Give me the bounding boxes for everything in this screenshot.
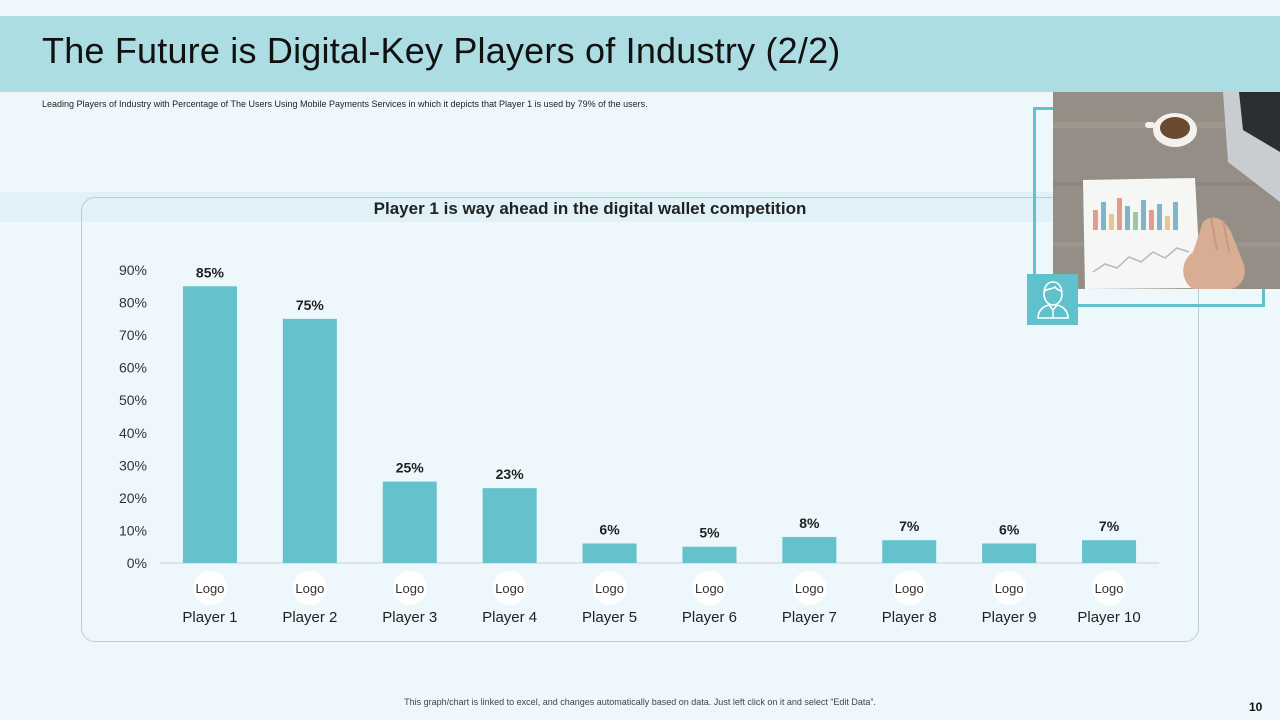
data-label: 75% — [296, 297, 325, 313]
x-tick-label: Player 5 — [582, 609, 637, 626]
y-tick-label: 50% — [119, 392, 147, 408]
bar — [382, 481, 437, 563]
logo-label: Logo — [595, 581, 624, 596]
logo-placeholder — [692, 571, 727, 605]
bar — [582, 543, 637, 563]
logo-placeholder — [392, 571, 427, 605]
logo-label: Logo — [1095, 581, 1124, 596]
logo-placeholder — [592, 571, 627, 605]
x-tick-label: Player 7 — [782, 609, 837, 626]
logo-placeholder — [992, 571, 1027, 605]
logo-label: Logo — [395, 581, 424, 596]
chart-footnote: This graph/chart is linked to excel, and… — [404, 697, 876, 707]
logo-placeholder — [292, 571, 327, 605]
y-tick-label: 30% — [119, 457, 147, 473]
logo-label: Logo — [895, 581, 924, 596]
bar — [482, 488, 537, 563]
y-tick-label: 60% — [119, 360, 147, 376]
title-band — [0, 16, 1280, 92]
slide-title: The Future is Digital-Key Players of Ind… — [42, 30, 841, 71]
desk-photo — [1053, 92, 1280, 289]
avatar-tile — [1027, 274, 1078, 325]
data-label: 85% — [196, 264, 225, 280]
logo-placeholder — [492, 571, 527, 605]
x-tick-label: Player 4 — [482, 609, 537, 626]
slide-subtitle: Leading Players of Industry with Percent… — [42, 99, 648, 109]
bar — [982, 543, 1037, 563]
x-tick-label: Player 8 — [882, 609, 937, 626]
logo-label: Logo — [695, 581, 724, 596]
logo-placeholder — [1092, 571, 1127, 605]
bar — [182, 286, 237, 563]
logo-label: Logo — [995, 581, 1024, 596]
user-avatar-icon — [1037, 281, 1069, 319]
bar — [882, 540, 937, 563]
page-number: 10 — [1249, 700, 1263, 714]
bar — [282, 318, 337, 563]
chart-title: Player 1 is way ahead in the digital wal… — [373, 199, 807, 218]
bar — [782, 536, 837, 563]
y-tick-label: 80% — [119, 295, 147, 311]
chart-container — [81, 197, 1199, 642]
data-label: 6% — [999, 521, 1020, 537]
logo-placeholder — [792, 571, 827, 605]
data-label: 23% — [496, 466, 525, 482]
y-tick-label: 40% — [119, 425, 147, 441]
y-tick-label: 0% — [127, 555, 147, 571]
x-tick-label: Player 6 — [682, 609, 737, 626]
y-tick-label: 70% — [119, 327, 147, 343]
data-label: 8% — [799, 515, 820, 531]
y-tick-label: 90% — [119, 262, 147, 278]
x-tick-label: Player 10 — [1077, 609, 1140, 626]
y-tick-label: 20% — [119, 490, 147, 506]
data-label: 6% — [599, 521, 620, 537]
logo-placeholder — [192, 571, 227, 605]
y-tick-label: 10% — [119, 522, 147, 538]
bar — [682, 546, 737, 563]
x-tick-label: Player 3 — [382, 609, 437, 626]
x-tick-label: Player 1 — [182, 609, 237, 626]
data-label: 5% — [699, 525, 720, 541]
data-label: 25% — [396, 460, 425, 476]
x-tick-label: Player 2 — [282, 609, 337, 626]
data-label: 7% — [1099, 518, 1120, 534]
data-label: 7% — [899, 518, 920, 534]
logo-label: Logo — [795, 581, 824, 596]
logo-label: Logo — [195, 581, 224, 596]
logo-label: Logo — [295, 581, 324, 596]
logo-placeholder — [892, 571, 927, 605]
x-tick-label: Player 9 — [982, 609, 1037, 626]
logo-label: Logo — [495, 581, 524, 596]
bar — [1082, 540, 1137, 563]
